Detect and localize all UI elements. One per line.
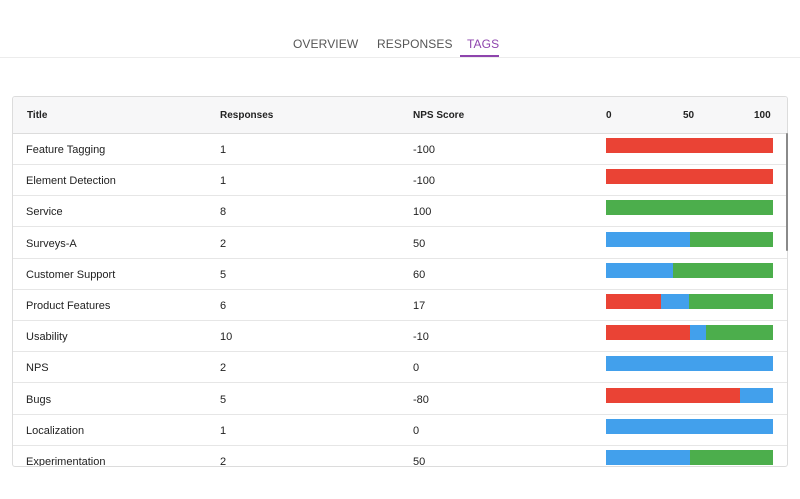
promoter-segment bbox=[689, 450, 773, 465]
tab-bar: OVERVIEW RESPONSES TAGS bbox=[0, 0, 800, 58]
response-count: 5 bbox=[220, 394, 227, 406]
tag-title: NPS bbox=[26, 362, 49, 374]
tag-title: Usability bbox=[26, 331, 68, 343]
nps-distribution-bar bbox=[606, 263, 773, 278]
table-row[interactable]: Bugs 5 -80 bbox=[13, 384, 787, 415]
response-count: 2 bbox=[220, 362, 227, 374]
detractor-segment bbox=[606, 325, 690, 340]
nps-score: 100 bbox=[413, 206, 432, 218]
passive-segment bbox=[606, 419, 773, 434]
promoter-segment bbox=[672, 263, 773, 278]
promoter-segment bbox=[689, 294, 773, 309]
tab-overview[interactable]: OVERVIEW bbox=[293, 37, 359, 51]
table-row[interactable]: Element Detection 1 -100 bbox=[13, 165, 787, 196]
table-row[interactable]: Customer Support 5 60 bbox=[13, 259, 787, 290]
axis-tick-100: 100 bbox=[754, 110, 771, 121]
tag-title: Bugs bbox=[26, 394, 52, 406]
passive-segment bbox=[661, 294, 690, 309]
passive-segment bbox=[689, 325, 707, 340]
passive-segment bbox=[606, 232, 690, 247]
nps-score: 50 bbox=[413, 456, 426, 467]
detractor-segment bbox=[606, 388, 740, 403]
table-row[interactable]: Service 8 100 bbox=[13, 196, 787, 227]
nps-distribution-bar bbox=[606, 450, 773, 465]
response-count: 8 bbox=[220, 206, 227, 218]
nps-score: -80 bbox=[413, 394, 429, 406]
promoter-segment bbox=[606, 200, 773, 215]
tag-title: Feature Tagging bbox=[26, 144, 106, 156]
nps-distribution-bar bbox=[606, 169, 773, 184]
table-scrollbar[interactable] bbox=[786, 133, 788, 251]
detractor-segment bbox=[606, 294, 662, 309]
nps-distribution-bar bbox=[606, 294, 773, 309]
column-header-title[interactable]: Title bbox=[27, 110, 48, 121]
table-row[interactable]: Surveys-A 2 50 bbox=[13, 228, 787, 259]
tab-tags[interactable]: TAGS bbox=[467, 37, 500, 51]
column-header-nps-score[interactable]: NPS Score bbox=[413, 110, 465, 121]
axis-tick-50: 50 bbox=[683, 110, 695, 121]
nps-distribution-bar bbox=[606, 325, 773, 340]
tag-title: Element Detection bbox=[26, 175, 116, 187]
nps-distribution-bar bbox=[606, 419, 773, 434]
column-header-responses[interactable]: Responses bbox=[220, 110, 274, 121]
nps-score: -100 bbox=[413, 175, 436, 187]
response-count: 1 bbox=[220, 425, 227, 437]
nps-score: 50 bbox=[413, 238, 426, 250]
response-count: 1 bbox=[220, 144, 227, 156]
detractor-segment bbox=[606, 169, 773, 184]
response-count: 10 bbox=[220, 331, 233, 343]
table-row[interactable]: Product Features 6 17 bbox=[13, 290, 787, 321]
tag-title: Localization bbox=[26, 425, 85, 437]
response-count: 1 bbox=[220, 175, 227, 187]
table-header: Title Responses NPS Score 0 50 100 bbox=[13, 97, 787, 134]
nps-score: -10 bbox=[413, 331, 429, 343]
nps-score: 0 bbox=[413, 425, 420, 437]
nps-distribution-bar bbox=[606, 232, 773, 247]
nps-distribution-bar bbox=[606, 356, 773, 371]
tag-title: Customer Support bbox=[26, 269, 116, 281]
tab-responses[interactable]: RESPONSES bbox=[377, 37, 453, 51]
tag-title: Surveys-A bbox=[26, 238, 77, 250]
active-tab-indicator bbox=[460, 55, 499, 57]
axis-tick-0: 0 bbox=[606, 110, 612, 121]
tag-title: Experimentation bbox=[26, 456, 106, 467]
nps-score: 17 bbox=[413, 300, 426, 312]
promoter-segment bbox=[689, 232, 773, 247]
nps-score: 0 bbox=[413, 362, 420, 374]
table-row[interactable]: Usability 10 -10 bbox=[13, 321, 787, 352]
response-count: 5 bbox=[220, 269, 227, 281]
promoter-segment bbox=[706, 325, 773, 340]
table-row[interactable]: Localization 1 0 bbox=[13, 415, 787, 446]
passive-segment bbox=[606, 356, 773, 371]
response-count: 2 bbox=[220, 456, 227, 467]
passive-segment bbox=[606, 263, 673, 278]
nps-score: 60 bbox=[413, 269, 426, 281]
passive-segment bbox=[739, 388, 773, 403]
table-row[interactable]: Feature Tagging 1 -100 bbox=[13, 134, 787, 165]
table-body: Feature Tagging 1 -100 Element Detection 1 -1… bbox=[13, 134, 787, 467]
nps-distribution-bar bbox=[606, 200, 773, 215]
table-row[interactable]: NPS 2 0 bbox=[13, 352, 787, 383]
passive-segment bbox=[606, 450, 690, 465]
tag-title: Service bbox=[26, 206, 63, 218]
nps-distribution-bar bbox=[606, 138, 773, 153]
table-row[interactable]: Experimentation 2 50 bbox=[13, 446, 787, 467]
tags-table: Title Responses NPS Score 0 50 100 Featu… bbox=[12, 96, 788, 467]
response-count: 2 bbox=[220, 238, 227, 250]
nps-distribution-bar bbox=[606, 388, 773, 403]
response-count: 6 bbox=[220, 300, 227, 312]
detractor-segment bbox=[606, 138, 773, 153]
nps-score: -100 bbox=[413, 144, 436, 156]
tag-title: Product Features bbox=[26, 300, 111, 312]
